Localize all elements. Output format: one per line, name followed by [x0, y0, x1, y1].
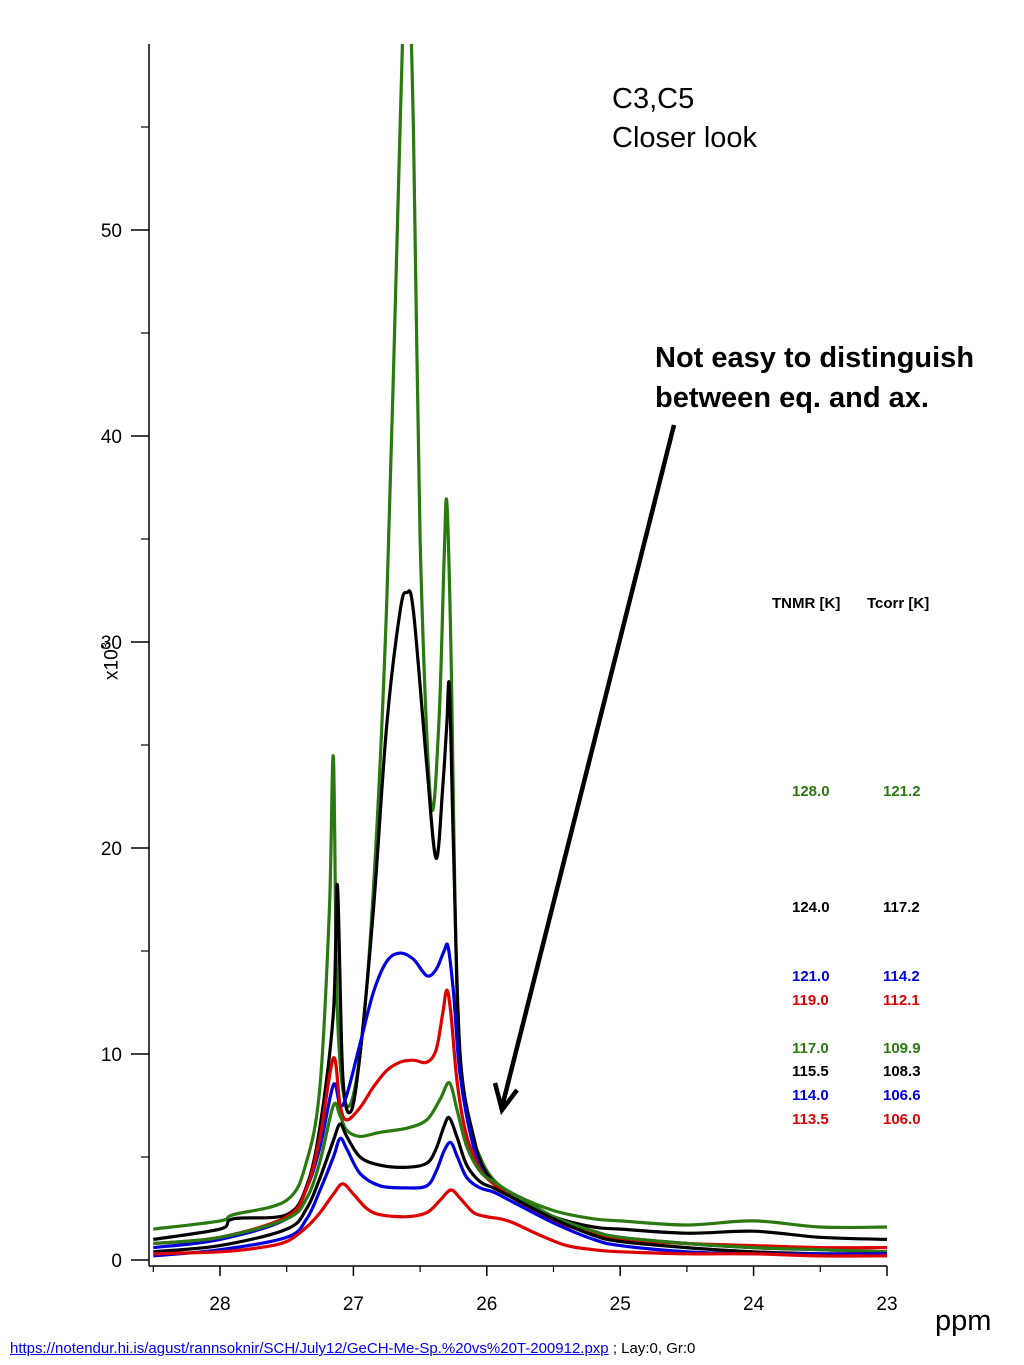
y-scale-exponent: 3: [98, 642, 113, 650]
y-tick-label: 20: [101, 839, 122, 860]
y-tick-label: 50: [101, 221, 122, 242]
series-line: [153, 589, 888, 1241]
table-cell-tcorr: 117.2: [883, 899, 920, 916]
table-cell-tnmr: 121.0: [792, 968, 830, 985]
table-cell-tcorr: 106.0: [883, 1111, 921, 1128]
series-layer: [153, 44, 888, 1258]
y-tick-label: 30: [101, 633, 122, 654]
source-file-link[interactable]: https://notendur.hi.is/agust/rannsoknir/…: [10, 1340, 609, 1357]
y-axis-scale-label: x103: [98, 642, 123, 680]
table-cell-tnmr: 114.0: [792, 1087, 829, 1104]
series-line: [153, 988, 888, 1250]
table-header-tcorr: Tcorr [K]: [867, 595, 930, 612]
x-tick-label: 28: [209, 1294, 230, 1315]
y-tick-label: 40: [101, 427, 122, 448]
table-cell-tcorr: 114.2: [883, 968, 920, 985]
footer-layer-info: ; Lay:0, Gr:0: [608, 1340, 696, 1357]
table-cell-tcorr: 121.2: [883, 783, 921, 800]
table-cell-tcorr: 108.3: [883, 1063, 921, 1080]
series-line: [153, 1081, 888, 1254]
series-line: [153, 1182, 888, 1258]
x-tick-label: 24: [743, 1294, 765, 1315]
x-tick-label: 26: [476, 1294, 497, 1315]
axes-layer: 28 27 26 25 24 23 0 10 20 30 40 50: [101, 44, 898, 1315]
table-cell-tnmr: 113.5: [792, 1111, 829, 1128]
x-tick-label: 27: [343, 1294, 364, 1315]
footer: https://notendur.hi.is/agust/rannsoknir/…: [10, 1340, 695, 1357]
series-line: [153, 1136, 887, 1258]
table-cell-tnmr: 119.0: [792, 992, 829, 1009]
x-tick-label: 23: [876, 1294, 897, 1315]
table-cell-tnmr: 117.0: [792, 1040, 829, 1057]
table-cell-tnmr: 124.0: [792, 899, 830, 916]
table-cell-tnmr: 115.5: [792, 1063, 829, 1080]
y-tick-label: 0: [111, 1251, 122, 1272]
annotation-line-1: Not easy to distinguish: [655, 342, 975, 374]
x-tick-label: 25: [610, 1294, 631, 1315]
series-line: [153, 1115, 888, 1256]
annotation-line-2: between eq. and ax.: [655, 382, 929, 414]
table-cell-tnmr: 128.0: [792, 783, 830, 800]
x-axis-unit-label: ppm: [935, 1305, 992, 1337]
table-cell-tcorr: 112.1: [883, 992, 920, 1009]
series-line: [153, 44, 888, 1231]
table-cell-tcorr: 109.9: [883, 1040, 921, 1057]
y-tick-label: 10: [101, 1045, 122, 1066]
y-scale-base: x10: [101, 649, 123, 680]
table-cell-tcorr: 106.6: [883, 1087, 921, 1104]
annotation-arrow: [492, 424, 677, 1116]
chart-title-line-2: Closer look: [612, 122, 758, 154]
table-header-tnmr: TNMR [K]: [772, 595, 841, 612]
chart-title-line-1: C3,C5: [612, 83, 695, 115]
